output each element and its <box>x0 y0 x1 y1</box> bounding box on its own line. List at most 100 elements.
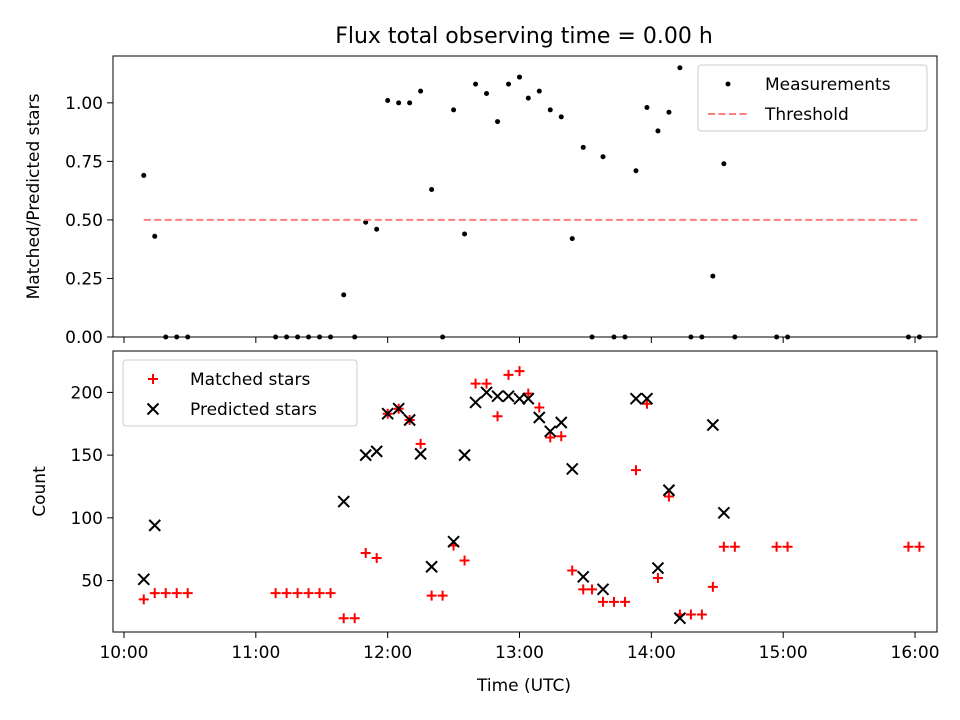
threshold-legend-label: Threshold <box>764 105 849 125</box>
measurements-point <box>633 168 639 174</box>
matched-stars-point <box>270 588 281 599</box>
matched-stars-point <box>608 596 619 607</box>
measurements-point <box>558 114 564 120</box>
count-data-marks <box>137 366 925 625</box>
matched-stars-point <box>338 613 349 624</box>
predicted-stars-legend-label: Predicted stars <box>190 400 317 420</box>
measurements-point <box>569 236 575 242</box>
ratio-legend-box <box>697 64 928 132</box>
predicted-stars-point <box>403 413 416 427</box>
predicted-stars-point <box>577 570 590 584</box>
measurements-legend-handle <box>725 81 731 87</box>
count-x-tick-label: 14:00 <box>627 643 676 663</box>
count-x-tick-label: 10:00 <box>99 643 148 663</box>
predicted-stars-point <box>673 611 687 625</box>
predicted-stars-point <box>480 386 493 399</box>
predicted-stars-point <box>513 392 526 405</box>
ratio-y-tick-label: 1.00 <box>65 94 103 114</box>
measurements-point <box>506 81 512 87</box>
matched-stars-series <box>138 366 925 624</box>
ratio-y-tick-label: 0.50 <box>65 211 103 231</box>
measurements-point <box>644 105 650 111</box>
measurements-point <box>484 90 490 96</box>
matched-stars-point <box>718 541 729 552</box>
predicted-stars-point <box>458 448 471 462</box>
ratio-legend: Measurements Threshold <box>697 64 928 132</box>
matched-stars-point <box>685 609 696 620</box>
measurements-point <box>407 100 413 106</box>
predicted-stars-series <box>137 386 731 625</box>
predicted-stars-point <box>381 407 394 420</box>
matched-stars-point <box>360 547 371 558</box>
measurements-point <box>385 97 391 103</box>
matched-stars-point <box>903 541 914 552</box>
measurements-point <box>580 144 586 150</box>
measurements-point <box>495 119 501 125</box>
matched-stars-point <box>619 596 630 607</box>
ratio-y-tick-label: 0.25 <box>65 269 103 289</box>
predicted-stars-point <box>359 448 372 462</box>
ratio-y-tick-label: 0.00 <box>65 328 103 348</box>
measurements-point <box>600 154 606 160</box>
measurements-point <box>677 65 683 71</box>
count-legend-box <box>122 359 358 427</box>
matched-stars-point <box>325 588 336 599</box>
predicted-stars-point <box>370 445 383 458</box>
count-panel: 10:00 11:00 12:00 13:00 14:00 15:00 16:00 50 100… <box>30 350 940 696</box>
measurements-point <box>525 95 531 101</box>
predicted-stars-point <box>425 560 438 573</box>
matched-stars-point <box>160 588 171 599</box>
measurements-point <box>473 81 479 87</box>
measurements-point <box>710 273 716 279</box>
matched-stars-point <box>782 541 793 552</box>
matched-stars-point <box>503 369 514 380</box>
predicted-stars-point <box>469 396 482 409</box>
predicted-stars-point <box>522 392 535 405</box>
matched-stars-point <box>492 411 503 422</box>
predicted-stars-point <box>148 519 161 532</box>
matched-stars-point <box>534 402 545 413</box>
matched-stars-point <box>481 378 492 389</box>
matched-stars-point <box>556 431 567 442</box>
matched-stars-point <box>314 588 325 599</box>
measurements-point <box>655 128 661 134</box>
predicted-stars-point <box>533 411 546 424</box>
count-legend: Matched stars Predicted stars <box>122 359 358 427</box>
predicted-stars-point <box>640 392 654 405</box>
ratio-axes: 0.00 0.25 0.50 0.75 1.00 <box>65 94 916 348</box>
count-y-tick-label: 50 <box>81 572 103 592</box>
predicted-stars-point <box>596 583 610 596</box>
matched-stars-point <box>630 465 641 476</box>
predicted-stars-legend-handle <box>146 402 160 416</box>
count-y-axis-label: Count <box>30 466 50 517</box>
predicted-stars-point <box>717 506 731 520</box>
measurements-point <box>374 226 380 232</box>
count-x-axis-label: Time (UTC) <box>476 676 571 696</box>
predicted-stars-point <box>137 573 150 586</box>
measurements-point <box>666 109 672 115</box>
matched-stars-point <box>182 588 193 599</box>
ratio-y-axis-label: Matched/Predicted stars <box>24 93 44 299</box>
predicted-stars-point <box>544 425 557 438</box>
count-y-tick-label: 200 <box>71 383 103 403</box>
count-x-tick-label: 16:00 <box>891 643 940 663</box>
measurements-point <box>363 219 369 225</box>
matched-stars-point <box>149 588 160 599</box>
figure-title: Flux total observing time = 0.00 h <box>335 24 713 49</box>
matched-stars-point <box>349 613 360 624</box>
count-x-tick-label: 11:00 <box>231 643 280 663</box>
count-y-tick-label: 100 <box>71 509 103 529</box>
matched-stars-point <box>415 438 426 449</box>
matched-stars-point <box>303 588 314 599</box>
matched-stars-point <box>514 366 525 377</box>
predicted-stars-point <box>447 535 460 548</box>
matched-stars-point <box>771 541 782 552</box>
matched-stars-point <box>641 398 652 409</box>
matched-stars-point <box>587 584 598 595</box>
ratio-y-tick-label: 0.75 <box>65 152 103 172</box>
count-plot-frame <box>112 350 938 633</box>
measurements-point <box>547 107 553 113</box>
predicted-stars-point <box>555 416 568 429</box>
predicted-stars-point <box>651 561 665 575</box>
